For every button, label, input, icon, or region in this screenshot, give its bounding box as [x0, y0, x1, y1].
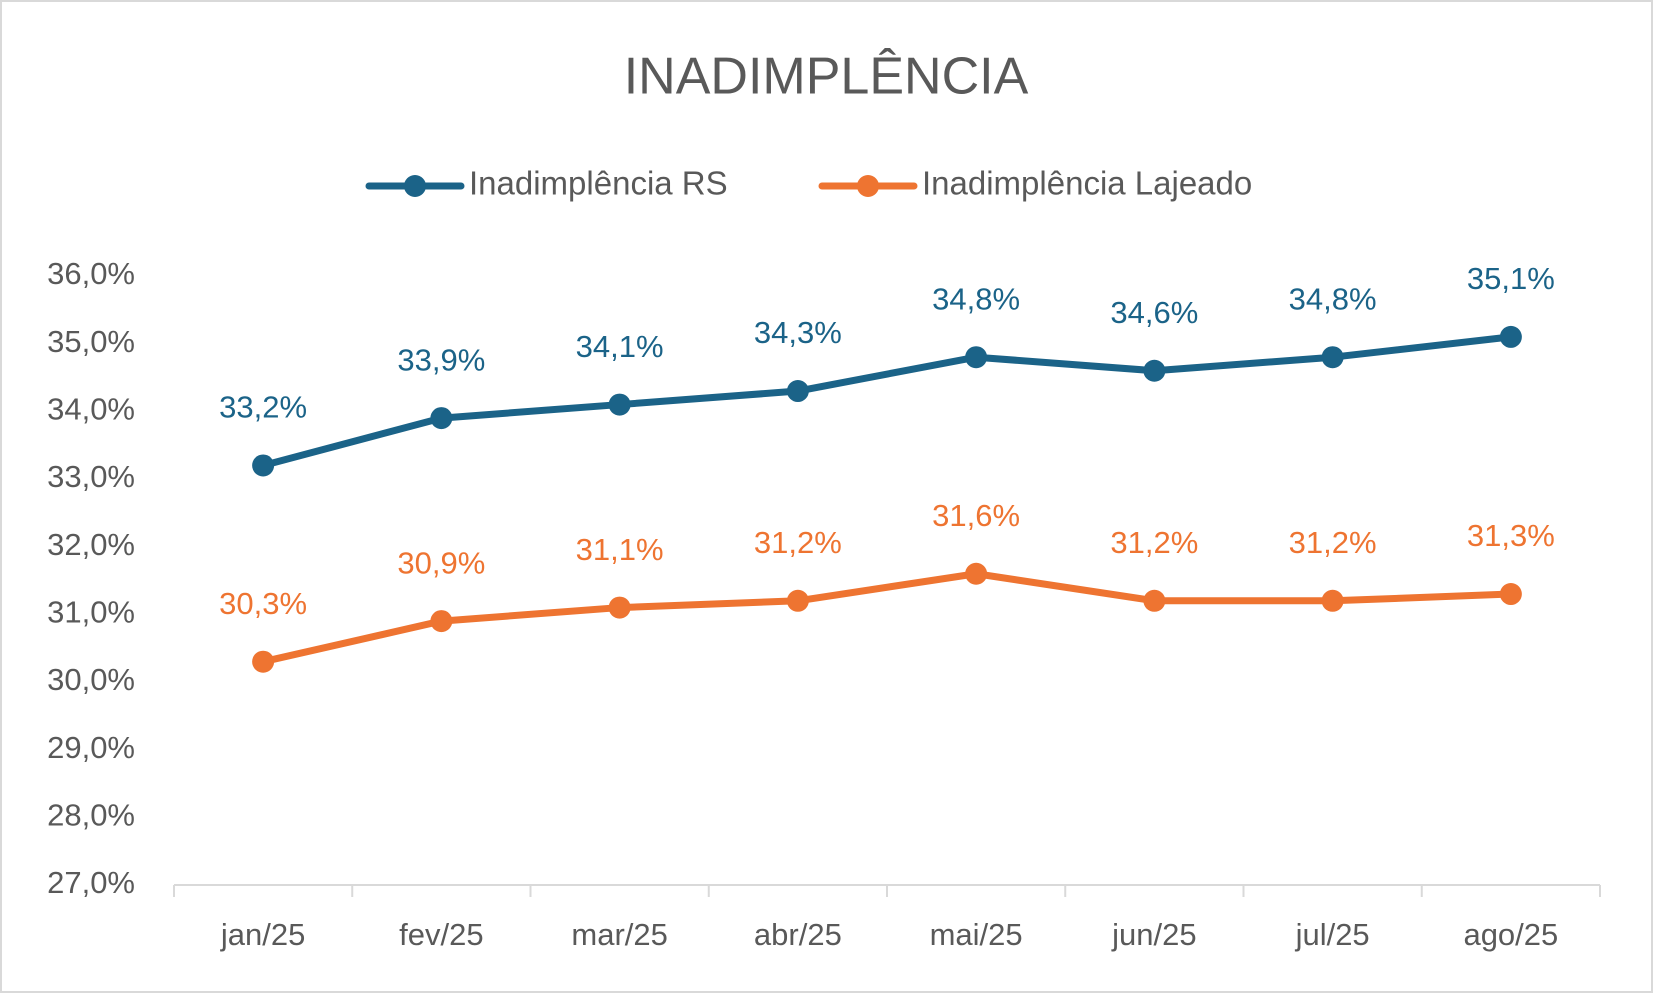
data-point [965, 562, 988, 585]
x-tick-label: abr/25 [754, 917, 842, 952]
data-point [1499, 583, 1522, 606]
y-tick-label: 36,0% [47, 256, 135, 291]
data-label: 34,8% [932, 281, 1020, 316]
data-label: 33,9% [397, 342, 485, 377]
data-point [252, 650, 275, 673]
x-tick-label: jan/25 [220, 917, 305, 952]
data-point [1321, 589, 1344, 612]
data-label: 31,2% [1110, 525, 1198, 560]
y-tick-label: 27,0% [47, 865, 135, 900]
series-line [262, 570, 1512, 666]
data-point [608, 393, 631, 416]
y-tick-label: 32,0% [47, 527, 135, 562]
data-point [1499, 325, 1522, 348]
y-tick-label: 28,0% [47, 798, 135, 833]
data-label: 35,1% [1467, 261, 1555, 296]
data-point [1321, 346, 1344, 369]
data-label: 31,1% [576, 532, 664, 567]
data-label: 34,8% [1289, 281, 1377, 316]
x-tick-label: jul/25 [1295, 917, 1370, 952]
data-label: 31,6% [932, 498, 1020, 533]
y-tick-label: 30,0% [47, 662, 135, 697]
data-label: 33,2% [219, 390, 307, 425]
x-tick-label: fev/25 [399, 917, 483, 952]
y-tick-label: 29,0% [47, 730, 135, 765]
legend-label: Inadimplência Lajeado [922, 165, 1252, 202]
data-point [1143, 359, 1166, 382]
series-line [262, 333, 1512, 469]
legend-label: Inadimplência RS [469, 165, 728, 202]
data-label: 31,3% [1467, 518, 1555, 553]
data-point [252, 454, 275, 477]
legend-marker [404, 175, 426, 197]
data-label: 30,3% [219, 586, 307, 621]
y-tick-label: 35,0% [47, 324, 135, 359]
data-point [430, 407, 453, 430]
data-label: 31,2% [754, 525, 842, 560]
data-point [786, 589, 809, 612]
y-tick-label: 31,0% [47, 595, 135, 630]
x-tick-label: jun/25 [1111, 917, 1196, 952]
data-label: 30,9% [397, 545, 485, 580]
data-point [608, 596, 631, 619]
data-label: 34,1% [576, 329, 664, 364]
x-tick-label: ago/25 [1463, 917, 1558, 952]
data-point [1143, 589, 1166, 612]
data-point [786, 380, 809, 403]
legend-marker [857, 175, 879, 197]
y-tick-label: 34,0% [47, 392, 135, 427]
data-label: 31,2% [1289, 525, 1377, 560]
chart-title: INADIMPLÊNCIA [624, 48, 1029, 106]
data-label: 34,6% [1110, 295, 1198, 330]
y-tick-label: 33,0% [47, 459, 135, 494]
x-tick-label: mai/25 [930, 917, 1023, 952]
x-tick-label: mar/25 [571, 917, 667, 952]
data-point [430, 610, 453, 633]
data-label: 34,3% [754, 315, 842, 350]
data-point [965, 346, 988, 369]
